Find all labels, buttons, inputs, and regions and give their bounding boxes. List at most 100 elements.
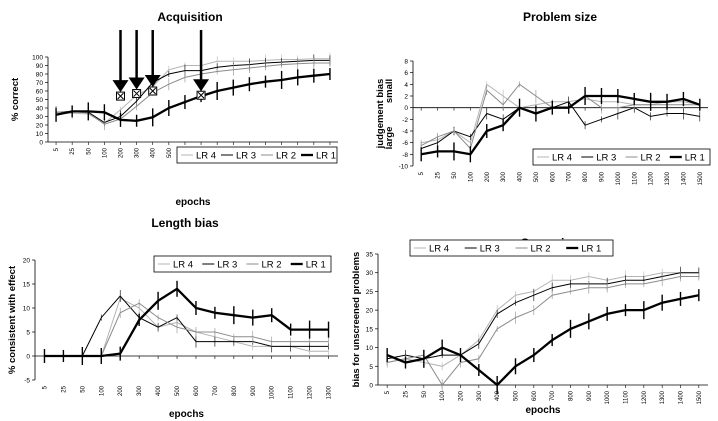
x-tick-label: 300 [135,147,141,158]
x-tick-label: 600 [194,385,200,396]
legend: LR 4 LR 3 LR 2 LR 1 [176,146,338,164]
x-tick-label: 1300 [665,171,671,185]
y-tick-label: 35 [366,252,374,259]
legend-label: LR 3 [480,244,500,255]
x-tick-label: 1000 [605,390,611,404]
y-tick-label: 20 [366,308,374,315]
y-tick-label: -10 [399,164,409,171]
x-tick-label: 900 [587,390,593,401]
series-line-lr-2 [56,62,330,125]
chart-title: Length bias [151,216,219,230]
y-tick-label: 8 [404,59,408,66]
chart-title: Acquisition [157,10,222,24]
legend: LR 4 LR 3 LR 2 LR 1 [153,255,332,273]
y-tick-label: 0 [39,140,43,147]
x-axis-title: epochs [525,405,560,416]
x-tick-label: 400 [151,147,157,158]
legend-label: LR 4 [173,260,193,271]
legend-label: LR 2 [531,244,551,255]
x-tick-label: 500 [175,385,181,396]
x-tick-label: 500 [534,171,540,182]
x-tick-label: 300 [501,171,507,182]
x-tick-label: 5 [42,385,48,389]
y-tick-label: 80 [36,72,44,79]
x-tick-label: 600 [532,390,538,401]
y-tick-label: 2 [404,94,408,101]
x-tick-label: 1100 [289,385,295,399]
x-tick-label: 1400 [681,171,687,185]
y-tick-label: 90 [36,63,44,70]
y-tick-label: 4 [404,82,408,89]
legend: LR 4 LR 3 LR 2 LR 1 [532,148,711,166]
x-tick-label: 500 [167,147,173,158]
y-tick-label: 60 [36,89,44,96]
x-tick-label: 100 [99,385,105,396]
x-tick-label: 200 [118,385,124,396]
series-line-lr-3 [56,59,330,124]
y-tick-label: 10 [366,345,374,352]
y-tick-label: 20 [23,258,31,265]
y-axis-bottom-label: large [384,127,395,150]
x-tick-label: 100 [468,171,474,182]
legend-label: LR 2 [262,260,282,271]
x-tick-label: 900 [599,171,605,182]
y-tick-label: -6 [402,140,408,147]
y-tick-label: 0 [369,383,373,390]
y-tick-label: 5 [369,364,373,371]
x-tick-label: 25 [436,171,442,178]
y-axis-title: % correct [10,77,21,121]
x-tick-label: 100 [102,147,108,158]
y-tick-label: 30 [36,114,44,121]
series-line-lr-1 [55,72,331,122]
x-tick-label: 50 [422,390,428,397]
series-line-lr-2 [44,302,329,357]
x-tick-label: 25 [70,147,76,154]
x-tick-label: 300 [477,390,483,401]
x-tick-label: 400 [495,390,501,401]
y-tick-label: 5 [26,330,30,337]
x-tick-label: 700 [213,385,219,396]
x-tick-label: 600 [550,171,556,182]
y-tick-label: 10 [36,131,44,138]
panel-screening: Screening0510152025303552550100200300400… [351,236,708,416]
x-tick-label: 400 [156,385,162,396]
x-tick-label: 1500 [698,171,704,185]
x-tick-label: 800 [583,171,589,182]
x-tick-label: 200 [459,390,465,401]
x-tick-label: 1000 [616,171,622,185]
legend-label: LR 4 [552,153,572,164]
series-line-lr-2 [420,83,700,150]
y-axis-title: % consistent with effect [7,265,18,374]
x-tick-label: 50 [86,147,92,154]
series-line-lr-4 [387,272,699,367]
series-line-lr-1 [420,94,701,156]
panel-problem-size: Problem size -10 -8 -6 -4 -2 0 2 4 6 8 5 25 50 100 200 3… [375,10,711,185]
y-tick-label: 50 [36,97,44,104]
legend-label: LR 1 [685,153,705,164]
x-tick-label: 700 [550,390,556,401]
series-line-lr-2 [387,276,699,386]
x-axis-title: epochs [175,197,210,208]
x-tick-label: 1200 [649,171,655,185]
y-tick-label: 30 [366,270,374,277]
y-tick-label: 70 [36,80,44,87]
x-axis-title: epochs [169,409,204,420]
legend-label: LR 4 [196,151,216,162]
x-tick-label: 50 [80,385,86,392]
legend-label: LR 3 [236,151,256,162]
y-tick-label: 40 [36,106,44,113]
legend-label: LR 4 [429,244,449,255]
x-tick-label: 1300 [327,385,333,399]
y-tick-label: -4 [402,129,408,136]
y-axis-top-label: small [384,79,395,103]
legend-label: LR 2 [276,151,296,162]
x-tick-label: 1300 [660,390,666,404]
arrow-marker [128,30,145,99]
y-tick-label: -5 [24,378,30,385]
arrow-marker [144,30,161,96]
legend-label: LR 3 [217,260,237,271]
series-line-lr-1 [386,294,700,387]
x-tick-label: 900 [251,385,257,396]
